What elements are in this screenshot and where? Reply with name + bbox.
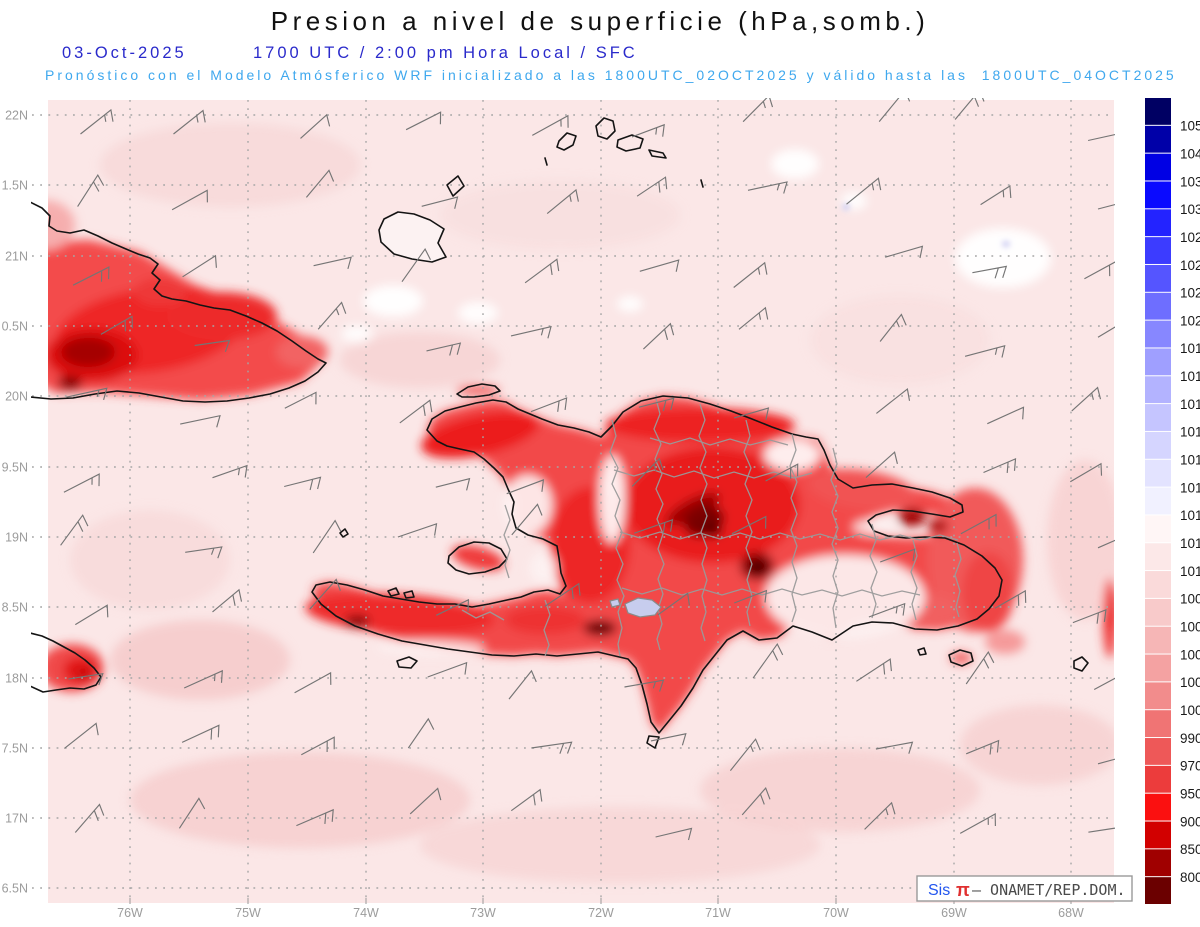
- lon-tick-label: 70W: [823, 906, 849, 920]
- colorbar-value-label: 1050: [1180, 119, 1200, 134]
- colorbar-value-label: 970: [1180, 759, 1200, 774]
- colorbar-value-label: 1016: [1180, 425, 1200, 440]
- lon-tick-label: 73W: [470, 906, 496, 920]
- lat-tick-label: 20N: [5, 390, 28, 404]
- colorbar-value-label: 1022: [1180, 286, 1200, 301]
- colorbar-value-label: 1018: [1180, 369, 1200, 384]
- colorbar-value-label: 1040: [1180, 146, 1200, 161]
- forecast-date: 03-Oct-2025: [62, 44, 187, 63]
- colorbar-value-label: 1019: [1180, 341, 1200, 356]
- colorbar-value-label: 1002: [1180, 675, 1200, 690]
- colorbar-value-label: 900: [1180, 814, 1200, 829]
- lon-tick-label: 72W: [588, 906, 614, 920]
- lat-tick-label: 17N: [5, 812, 28, 826]
- colorbar-value-label: 800: [1180, 870, 1200, 885]
- page-title: Presion a nivel de superficie (hPa,somb.…: [0, 6, 1200, 37]
- colorbar-value-label: 1000: [1180, 703, 1200, 718]
- colorbar-value-label: 1013: [1180, 508, 1200, 523]
- colorbar-value-label: 1020: [1180, 313, 1200, 328]
- lon-tick-label: 69W: [941, 906, 967, 920]
- colorbar-value-label: 1030: [1180, 202, 1200, 217]
- colorbar-value-label: 990: [1180, 731, 1200, 746]
- colorbar-value-label: 1025: [1180, 258, 1200, 273]
- forecast-valid-time: 1700 UTC / 2:00 pm Hora Local / SFC: [253, 44, 638, 63]
- pressure-colorbar: 1050 1040 1035 1030 1028 1025 1022 1020 1019 1018…: [1145, 98, 1200, 904]
- lon-tick-label: 74W: [353, 906, 379, 920]
- model-init-line: Pronóstico con el Modelo Atmósferico WRF…: [45, 67, 1177, 83]
- lat-tick-label: 8.5N: [2, 601, 28, 615]
- lat-tick-label: 18N: [5, 672, 28, 686]
- pressure-map: 22N 1.5N 21N 0.5N 20N 9.5N 19N 8.5N 18N 7.5N 17N 6.…: [0, 0, 1200, 927]
- lat-tick-label: 0.5N: [2, 320, 28, 334]
- lat-tick-label: 19N: [5, 531, 28, 545]
- colorbar-value-label: 850: [1180, 842, 1200, 857]
- lon-tick-label: 75W: [235, 906, 261, 920]
- colorbar-value-label: 1010: [1180, 564, 1200, 579]
- colorbar-value-label: 950: [1180, 786, 1200, 801]
- watermark-pi-logo: π: [956, 880, 970, 900]
- lon-tick-label: 76W: [117, 906, 143, 920]
- colorbar-value-label: 1035: [1180, 174, 1200, 189]
- colorbar-value-label: 1014: [1180, 480, 1200, 495]
- weather-map-page: Presion a nivel de superficie (hPa,somb.…: [0, 0, 1200, 927]
- lon-tick-label: 71W: [705, 906, 731, 920]
- lat-tick-label: 1.5N: [2, 179, 28, 193]
- watermark-agency: – ONAMET/REP.DOM.: [972, 881, 1126, 899]
- lat-tick-label: 6.5N: [2, 882, 28, 896]
- colorbar-value-label: 1017: [1180, 397, 1200, 412]
- lat-tick-label: 21N: [5, 250, 28, 264]
- colorbar-value-label: 1004: [1180, 647, 1200, 662]
- lat-tick-label: 7.5N: [2, 742, 28, 756]
- lat-tick-label: 9.5N: [2, 461, 28, 475]
- colorbar-value-label: 1012: [1180, 536, 1200, 551]
- colorbar-value-label: 1028: [1180, 230, 1200, 245]
- watermark-sis: Sis: [928, 882, 950, 899]
- lat-tick-label: 22N: [5, 109, 28, 123]
- lon-tick-label: 68W: [1058, 906, 1084, 920]
- etang-saumatre: [610, 599, 620, 607]
- colorbar-value-label: 1015: [1180, 453, 1200, 468]
- colorbar-value-label: 1008: [1180, 592, 1200, 607]
- colorbar-value-label: 1006: [1180, 620, 1200, 635]
- watermark-box: Sis π – ONAMET/REP.DOM.: [917, 876, 1132, 901]
